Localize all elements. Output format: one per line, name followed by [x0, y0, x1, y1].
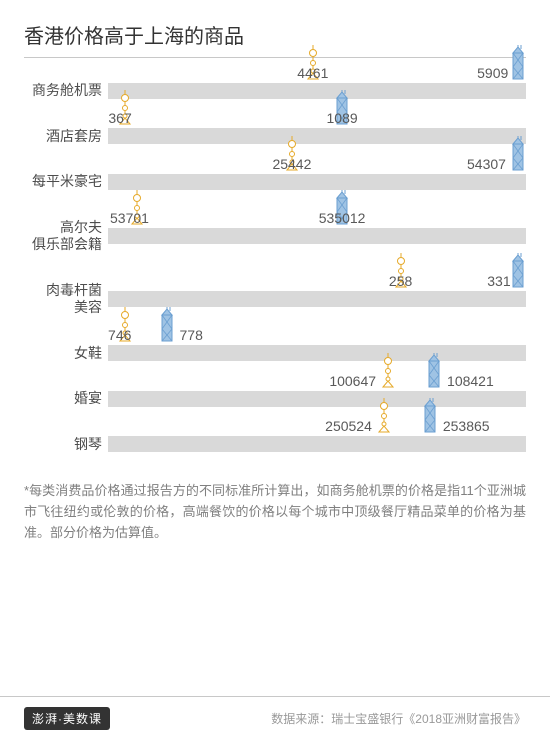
marker-value: 53701 [110, 210, 149, 226]
shanghai-marker: 25442 [286, 136, 298, 174]
hongkong-marker: 5909 [511, 45, 525, 83]
hongkong-marker: 54307 [511, 136, 525, 174]
row-label: 酒店套房 [24, 128, 108, 146]
marker-value: 250524 [325, 418, 372, 434]
row-label: 肉毒杆菌美容 [24, 282, 108, 317]
marker-value: 4461 [297, 65, 328, 81]
bar-track: 100647108421 [108, 391, 526, 407]
comparison-chart: 商务舱机票44615909酒店套房3671089每平米豪宅2544254307高… [24, 82, 526, 453]
marker-value: 778 [180, 327, 203, 343]
bar-track: 2544254307 [108, 174, 526, 190]
bar-background [108, 228, 526, 244]
bar-background [108, 291, 526, 307]
bar-track: 44615909 [108, 83, 526, 99]
chart-row: 每平米豪宅2544254307 [24, 173, 526, 191]
chart-row: 商务舱机票44615909 [24, 82, 526, 100]
row-label: 商务舱机票 [24, 82, 108, 100]
hongkong-marker: 778 [160, 307, 174, 345]
skyscraper-icon [511, 136, 525, 172]
shanghai-marker: 746 [119, 307, 131, 345]
bar-track: 53701535012 [108, 228, 526, 244]
bar-track: 250524253865 [108, 436, 526, 452]
footer: 澎湃·美数课 数据来源：瑞士宝盛银行《2018亚洲财富报告》 [0, 696, 550, 742]
chart-row: 钢琴250524253865 [24, 436, 526, 454]
skyscraper-icon [427, 353, 441, 389]
marker-value: 1089 [327, 110, 358, 126]
chart-row: 婚宴100647108421 [24, 390, 526, 408]
chart-title: 香港价格高于上海的商品 [24, 20, 526, 58]
hongkong-marker: 331 [511, 253, 525, 291]
row-label: 钢琴 [24, 436, 108, 454]
marker-value: 100647 [329, 373, 376, 389]
row-label: 高尔夫俱乐部会籍 [24, 219, 108, 254]
row-label: 女鞋 [24, 345, 108, 363]
chart-row: 肉毒杆菌美容258331 [24, 282, 526, 317]
marker-value: 258 [389, 273, 412, 289]
bar-background [108, 128, 526, 144]
shanghai-marker: 53701 [131, 190, 143, 228]
marker-value: 367 [108, 110, 131, 126]
shanghai-marker: 4461 [307, 45, 319, 83]
footnote: *每类消费品价格通过报告方的不同标准所计算出，如商务舱机票的价格是指11个亚洲城… [24, 481, 526, 543]
skyscraper-icon [423, 398, 437, 434]
bar-background [108, 345, 526, 361]
bar-background [108, 83, 526, 99]
hongkong-marker: 1089 [335, 90, 349, 128]
hongkong-marker: 535012 [335, 190, 349, 228]
row-label: 婚宴 [24, 390, 108, 408]
shanghai-marker: 100647 [382, 353, 394, 391]
marker-value: 25442 [272, 156, 311, 172]
shanghai-marker: 258 [395, 253, 407, 291]
pearl-tower-icon [382, 353, 394, 389]
shanghai-marker: 367 [119, 90, 131, 128]
marker-value: 54307 [467, 156, 506, 172]
bar-background [108, 391, 526, 407]
chart-row: 高尔夫俱乐部会籍53701535012 [24, 219, 526, 254]
chart-row: 酒店套房3671089 [24, 128, 526, 146]
bar-track: 746778 [108, 345, 526, 361]
row-label: 每平米豪宅 [24, 173, 108, 191]
bar-track: 3671089 [108, 128, 526, 144]
skyscraper-icon [160, 307, 174, 343]
marker-value: 535012 [319, 210, 366, 226]
marker-value: 746 [108, 327, 131, 343]
pearl-tower-icon [378, 398, 390, 434]
marker-value: 5909 [477, 65, 508, 81]
marker-value: 108421 [447, 373, 494, 389]
bar-track: 258331 [108, 291, 526, 307]
marker-value: 253865 [443, 418, 490, 434]
shanghai-marker: 250524 [378, 398, 390, 436]
chart-row: 女鞋746778 [24, 345, 526, 363]
data-source: 数据来源：瑞士宝盛银行《2018亚洲财富报告》 [271, 710, 526, 727]
skyscraper-icon [511, 253, 525, 289]
bar-background [108, 436, 526, 452]
publisher-badge: 澎湃·美数课 [24, 707, 110, 730]
bar-background [108, 174, 526, 190]
marker-value: 331 [487, 273, 510, 289]
hongkong-marker: 253865 [423, 398, 437, 436]
skyscraper-icon [511, 45, 525, 81]
hongkong-marker: 108421 [427, 353, 441, 391]
